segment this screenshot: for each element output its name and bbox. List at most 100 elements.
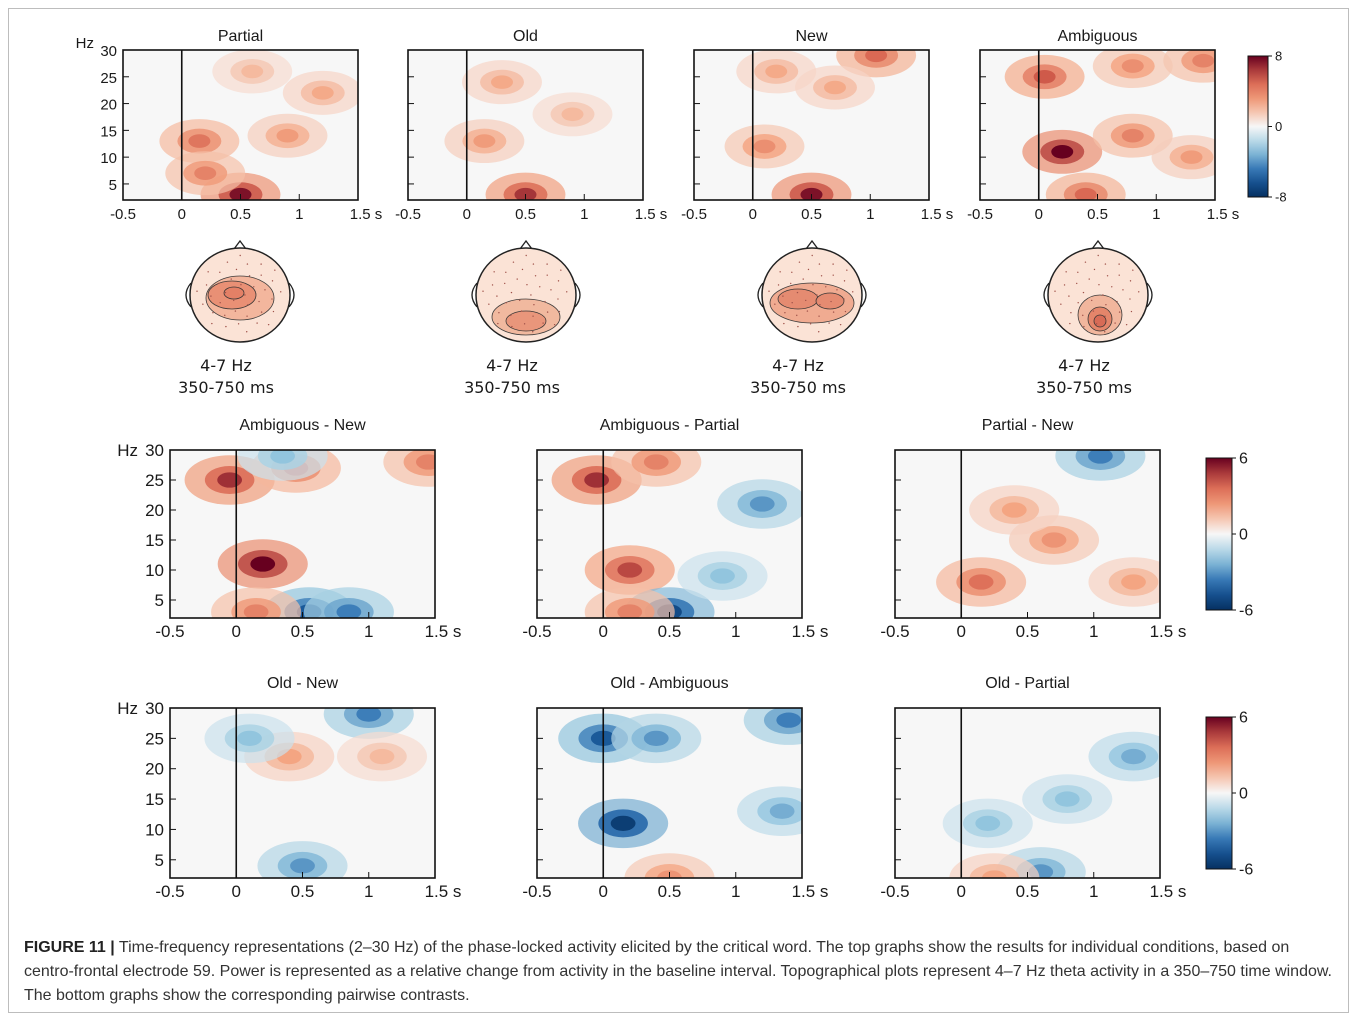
heatmap-blob-core — [473, 134, 496, 148]
topo-electrode — [280, 291, 282, 293]
colorbar: 6 0 -6 — [1205, 451, 1253, 620]
topo-electrode — [224, 291, 227, 294]
topo-electrode — [832, 311, 835, 313]
heatmap-blob-core — [356, 708, 382, 722]
y-tick-label: 10 — [100, 150, 117, 167]
topo-electrode — [836, 289, 838, 291]
heatmap-blob-core — [710, 568, 735, 584]
topo-electrode — [264, 289, 266, 291]
x-tick-label: 1.5 s — [792, 622, 829, 641]
topo-electrode — [846, 269, 848, 271]
topo-electrode — [807, 268, 810, 271]
topo-time-label: 350-750 ms — [178, 378, 274, 397]
topo-electrode — [1125, 323, 1128, 326]
topo-electrode — [818, 263, 821, 265]
x-tick-label: 0.5 — [230, 206, 251, 223]
y-tick-label: 5 — [155, 591, 164, 610]
topo-electrode — [1102, 294, 1104, 296]
heatmap-blob-core — [1087, 450, 1113, 464]
topo-electrode — [1111, 286, 1113, 288]
topo-electrode — [525, 254, 527, 257]
topo-electrode — [504, 282, 506, 285]
topo-electrode — [557, 298, 559, 300]
heatmap-blob-core — [1121, 59, 1144, 73]
topo-electrode — [498, 312, 500, 314]
topo-electrode — [235, 268, 238, 271]
topo-electrode — [1060, 303, 1062, 305]
heatmap-blob-core — [769, 803, 795, 819]
heatmap-blob-core — [968, 574, 994, 590]
topo-electrode — [519, 299, 521, 302]
topo-electrode — [226, 261, 229, 263]
topo-electrode — [1122, 289, 1124, 291]
topoplot: 4-7 Hz 350-750 ms — [178, 239, 295, 397]
topo-electrode — [1098, 283, 1100, 286]
topo-electrode — [260, 311, 263, 313]
topo-frequency-label: 4-7 Hz — [1058, 356, 1110, 375]
topo-electrode — [1077, 301, 1079, 304]
topo-electrode — [234, 310, 237, 312]
colorbar-mid-label: 0 — [1239, 527, 1248, 544]
x-tick-label: 1.5 s — [1150, 882, 1187, 901]
topo-electrode — [1082, 291, 1085, 294]
x-tick-label: 1 — [1089, 882, 1098, 901]
heatmap-blob-core — [800, 187, 823, 200]
heatmap-blob-core — [514, 187, 537, 200]
colorbar: 8 0 -8 — [1247, 49, 1287, 205]
topo-electrode — [493, 271, 495, 273]
topo-electrode — [497, 322, 499, 325]
topo-ear-left — [757, 282, 764, 308]
heatmap-blob-core — [276, 128, 299, 143]
topo-electrode — [791, 271, 793, 273]
topo-electrode — [260, 263, 262, 265]
topo-electrode — [819, 304, 821, 306]
heatmap-body — [170, 450, 435, 618]
x-tick-label: 0 — [232, 882, 241, 901]
topo-electrode — [818, 315, 820, 317]
topo-electrode — [546, 274, 548, 276]
x-tick-label: 1 — [580, 206, 588, 223]
topo-electrode — [233, 299, 235, 302]
topo-electrode — [511, 325, 513, 328]
topo-electrode — [832, 263, 834, 265]
topo-electrode — [271, 280, 274, 282]
heatmap-blob-core — [250, 556, 276, 572]
x-tick-label: 0 — [749, 206, 757, 223]
topo-electrode — [1138, 291, 1140, 293]
colorbar: 6 0 -6 — [1205, 710, 1253, 879]
topo-electrode — [790, 282, 792, 285]
panel-title: Ambiguous - New — [239, 417, 366, 434]
topo-electrode — [225, 325, 227, 328]
panel-title: Ambiguous — [1057, 28, 1137, 45]
heatmap-blob-core — [1054, 791, 1080, 807]
topo-electrode — [820, 275, 823, 277]
topo-electrode — [219, 271, 221, 273]
topo-electrode — [1076, 282, 1078, 285]
topo-ear-left — [471, 282, 478, 308]
topo-electrode — [491, 284, 494, 286]
heatmap-blob-core — [270, 450, 296, 464]
topo-electrode — [247, 304, 249, 306]
topo-electrode — [521, 268, 524, 271]
heatmap-blob-core — [491, 75, 513, 89]
x-tick-label: 1 — [731, 882, 740, 901]
heatmap-body — [694, 50, 929, 200]
topo-electrode — [1104, 331, 1106, 333]
topo-electrode — [534, 275, 537, 277]
topo-electrode — [779, 271, 781, 273]
heatmap-blob-core — [1180, 150, 1203, 164]
panel-title: Partial - New — [982, 417, 1074, 434]
topo-electrode — [274, 269, 276, 271]
topo-frequency-label: 4-7 Hz — [772, 356, 824, 375]
topo-ear-right — [574, 282, 581, 308]
panel-title: Old — [513, 28, 538, 45]
topo-nose — [519, 239, 533, 250]
heatmap-blob-core — [617, 604, 643, 618]
topo-electrode — [1114, 322, 1116, 324]
topo-electrode — [830, 300, 832, 303]
topo-nose — [805, 239, 819, 250]
topo-electrode — [505, 301, 507, 304]
x-tick-label: -0.5 — [522, 622, 551, 641]
topo-electrode — [1068, 295, 1070, 297]
x-tick-label: 0.5 — [658, 622, 682, 641]
